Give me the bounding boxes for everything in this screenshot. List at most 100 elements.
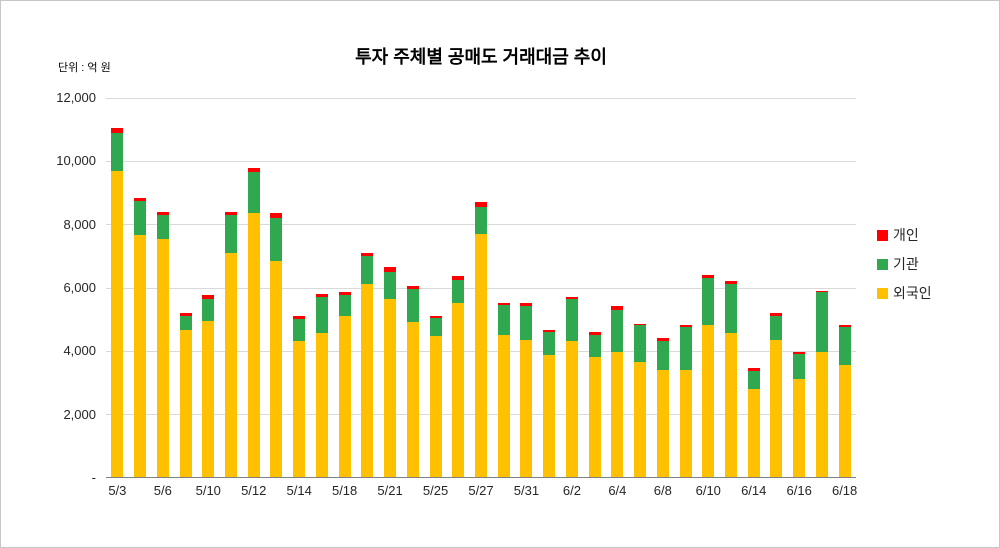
- bar-segment-institution: [270, 218, 283, 261]
- bar-6-7: [634, 98, 647, 477]
- bar-6-17: [815, 98, 828, 477]
- legend-label-foreigner: 외국인: [893, 285, 932, 301]
- bar-segment-foreigner: [111, 170, 124, 477]
- bar-segment-institution: [361, 255, 374, 285]
- bar-6-11: [725, 98, 737, 477]
- bar-segment-individual: [384, 266, 397, 272]
- bar-segment-individual: [315, 293, 328, 297]
- x-tick-label: 5/10: [195, 483, 221, 498]
- bar-segment-individual: [702, 274, 715, 279]
- gridline: [106, 98, 856, 99]
- bar-5-25: [429, 98, 442, 477]
- x-tick-label: 6/14: [741, 483, 767, 498]
- y-axis: 12,000 10,000 8,000 6,000 4,000 2,000 -: [1, 90, 96, 485]
- bar-5-21: [384, 98, 397, 477]
- bar-segment-foreigner: [725, 333, 737, 477]
- bar-5-18: [338, 98, 351, 477]
- bar-segment-foreigner: [634, 361, 647, 477]
- bar-segment-foreigner: [543, 355, 556, 477]
- bar-5-4: [134, 98, 147, 477]
- bar-segment-institution: [815, 292, 828, 353]
- bar-segment-individual: [134, 197, 147, 201]
- x-tick-label: 5/18: [331, 483, 358, 498]
- bar-6-4: [611, 98, 624, 477]
- bar-segment-foreigner: [565, 341, 578, 477]
- bar-segment-foreigner: [225, 252, 237, 477]
- bar-segment-foreigner: [747, 388, 760, 477]
- bar-segment-individual: [270, 213, 283, 219]
- bar-6-14: [747, 98, 760, 477]
- bar-segment-foreigner: [156, 238, 169, 477]
- bar-5-31: [520, 98, 533, 477]
- bar-segment-institution: [429, 317, 442, 337]
- y-tick-label: 8,000: [63, 216, 96, 232]
- bar-5-7: [179, 98, 192, 477]
- bar-segment-foreigner: [429, 336, 442, 477]
- x-tick-label: 5/3: [108, 483, 127, 498]
- bar-5-20: [361, 98, 374, 477]
- bar-segment-institution: [225, 214, 237, 253]
- bar-segment-institution: [179, 315, 192, 331]
- bar-5-3: [111, 98, 124, 477]
- bar-5-17: [315, 98, 328, 477]
- bar-segment-foreigner: [361, 284, 374, 477]
- individual-swatch-icon: [877, 229, 888, 241]
- bar-segment-individual: [452, 276, 465, 280]
- bar-segment-individual: [565, 297, 578, 299]
- bar-segment-individual: [747, 368, 760, 372]
- y-tick-label: 10,000: [56, 153, 96, 169]
- legend: 개인 기관 외국인: [877, 225, 932, 303]
- bar-segment-institution: [475, 206, 487, 234]
- bar-segment-individual: [361, 252, 374, 256]
- bar-segment-foreigner: [588, 356, 601, 477]
- bar-segment-institution: [634, 325, 647, 362]
- bar-segment-individual: [293, 315, 306, 320]
- bar-5-10: [202, 98, 215, 477]
- bar-6-8: [656, 98, 669, 477]
- bar-segment-foreigner: [384, 298, 397, 477]
- bar-segment-foreigner: [793, 379, 806, 477]
- x-tick-label: 6/2: [562, 483, 581, 498]
- bar-segment-individual: [588, 331, 601, 335]
- bar-segment-foreigner: [270, 260, 283, 477]
- bar-segment-institution: [656, 341, 669, 370]
- bar-segment-foreigner: [838, 364, 851, 477]
- bar-segment-institution: [679, 327, 692, 370]
- bar-6-15: [770, 98, 783, 477]
- x-tick-label: 5/31: [513, 483, 540, 498]
- x-tick-label: 5/12: [241, 483, 267, 498]
- unit-label: 단위 : 억 원: [58, 62, 111, 74]
- bar-segment-foreigner: [247, 213, 260, 477]
- y-tick-label: 6,000: [63, 280, 96, 295]
- foreigner-swatch-icon: [877, 287, 888, 299]
- bar-6-16: [793, 98, 806, 477]
- legend-label-individual: 개인: [893, 227, 919, 243]
- bar-segment-institution: [202, 298, 215, 321]
- bar-5-24: [406, 98, 419, 477]
- bar-segment-individual: [793, 352, 806, 354]
- x-tick-label: 5/14: [286, 483, 312, 498]
- bar-5-11: [225, 98, 237, 477]
- bar-segment-institution: [293, 319, 306, 342]
- bar-6-18: [838, 98, 851, 477]
- bar-segment-foreigner: [315, 333, 328, 477]
- bar-6-3: [588, 98, 601, 477]
- bar-segment-institution: [702, 278, 715, 326]
- bar-6-1: [543, 98, 556, 477]
- y-tick-label: 4,000: [63, 343, 96, 359]
- bar-segment-individual: [406, 285, 419, 290]
- bar-segment-institution: [725, 284, 737, 334]
- bar-6-2: [565, 98, 578, 477]
- x-tick-label: 5/6: [153, 483, 172, 498]
- gridline: [106, 161, 856, 163]
- x-tick-label: 5/27: [468, 483, 494, 498]
- bar-segment-individual: [520, 303, 533, 307]
- bar-segment-foreigner: [406, 322, 419, 477]
- bar-segment-individual: [179, 312, 192, 316]
- bar-segment-individual: [429, 315, 442, 318]
- bar-segment-individual: [634, 323, 647, 326]
- bar-segment-foreigner: [497, 334, 510, 477]
- bar-segment-institution: [520, 306, 533, 340]
- bar-segment-institution: [156, 214, 169, 239]
